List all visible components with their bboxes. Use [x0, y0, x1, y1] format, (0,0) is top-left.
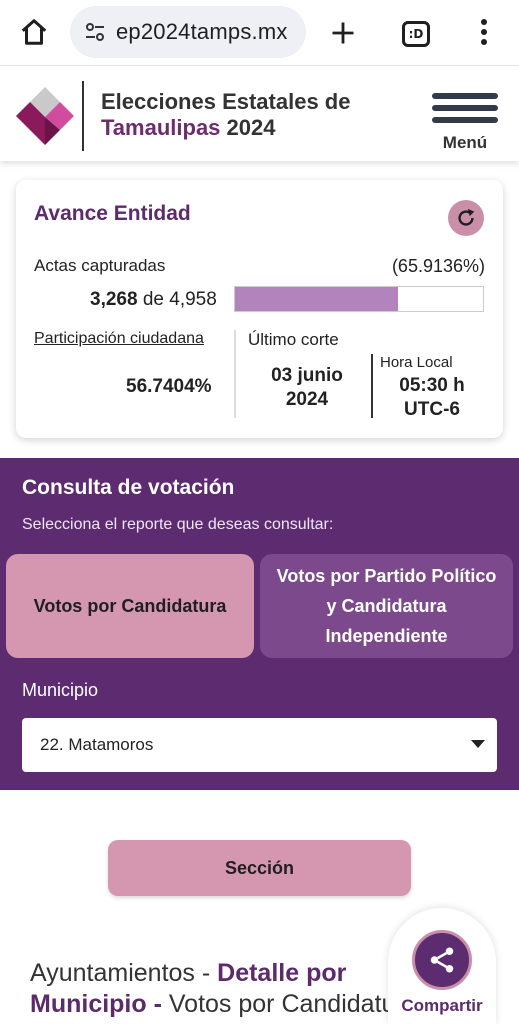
municipio-select[interactable]: 22. Matamoros — [22, 718, 497, 772]
divider — [371, 354, 373, 418]
tab-count: :D — [402, 21, 430, 47]
votos-partido-line2: y Candidatura — [326, 596, 447, 616]
hamburger-menu-icon — [432, 117, 498, 123]
seccion-label: Sección — [224, 857, 295, 878]
actas-captured: 3,268 — [90, 289, 138, 310]
site-settings-icon[interactable] — [82, 19, 108, 45]
divider — [234, 330, 236, 418]
actas-progress-bar — [234, 286, 484, 312]
votos-partido-button[interactable]: Votos por Partido Político y Candidatura… — [260, 554, 513, 658]
site-title-line2: Tamaulipas 2024 — [101, 115, 350, 141]
participacion-value: 56.7404% — [126, 376, 212, 397]
site-title: Elecciones Estatales de Tamaulipas 2024 — [101, 89, 350, 141]
votos-partido-label: Votos por Partido Político y Candidatura… — [277, 561, 497, 651]
share-button[interactable] — [412, 930, 472, 990]
site-title-state: Tamaulipas — [101, 115, 221, 140]
actas-progress-fill — [235, 287, 399, 311]
site-header: Elecciones Estatales de Tamaulipas 2024 … — [0, 67, 519, 161]
municipio-value: 22. Matamoros — [40, 735, 154, 754]
votos-partido-line3: Independiente — [325, 626, 448, 646]
votos-partido-line1: Votos por Partido Político — [276, 566, 497, 586]
dropdown-caret-icon — [471, 740, 485, 748]
heading-part3: Municipio - — [30, 990, 162, 1018]
corte-date: 03 junio 2024 — [252, 364, 362, 412]
actas-count: 3,268 de 4,958 — [90, 289, 217, 311]
actas-label: Actas capturadas — [34, 256, 166, 275]
heading-part1: Ayuntamientos - — [30, 959, 218, 987]
consulta-subtitle: Selecciona el reporte que deseas consult… — [22, 516, 334, 533]
url-text: ep2024tamps.mx — [116, 19, 288, 44]
home-icon[interactable] — [14, 12, 54, 52]
actas-of: de — [137, 289, 170, 310]
browser-toolbar: ep2024tamps.mx :D — [0, 0, 519, 66]
refresh-icon — [458, 208, 475, 226]
seccion-button[interactable]: Sección — [108, 840, 411, 896]
corte-date-day: 03 junio — [271, 365, 343, 386]
share-fab[interactable]: Compartir — [388, 908, 496, 1024]
header-divider — [82, 81, 84, 151]
site-title-year: 2024 — [220, 115, 276, 140]
corte-date-year: 2024 — [285, 389, 329, 410]
hamburger-menu-icon — [432, 105, 498, 111]
refresh-button[interactable] — [448, 200, 484, 236]
actas-total: 4,958 — [169, 289, 217, 310]
hora-local-value: 05:30 h UTC-6 — [380, 374, 484, 422]
share-icon — [430, 947, 454, 973]
menu-button[interactable]: Menú — [430, 91, 500, 152]
ayuntamientos-heading: Ayuntamientos - Detalle por Municipio - V… — [30, 958, 519, 1020]
votos-candidatura-label: Votos por Candidatura — [33, 596, 227, 616]
plus-icon[interactable] — [322, 12, 364, 54]
avance-entidad-card: Avance Entidad Actas capturadas (65.9136… — [16, 180, 503, 438]
share-label: Compartir — [401, 996, 483, 1015]
municipio-label: Municipio — [22, 680, 99, 700]
heading-part4: Votos por Candidatura — [161, 990, 418, 1018]
address-bar[interactable]: ep2024tamps.mx — [70, 6, 306, 58]
site-title-line1: Elecciones Estatales de — [101, 89, 351, 114]
votos-candidatura-button[interactable]: Votos por Candidatura — [6, 554, 254, 658]
more-vert-icon[interactable] — [466, 12, 502, 52]
consulta-title: Consulta de votación — [22, 476, 235, 499]
avance-title: Avance Entidad — [34, 202, 191, 225]
hamburger-menu-icon — [432, 93, 498, 99]
hora-local-label: Hora Local — [380, 354, 453, 371]
hora-time: 05:30 h — [399, 375, 465, 396]
consulta-section: Consulta de votación Selecciona el repor… — [0, 458, 519, 790]
actas-percent: (65.9136%) — [391, 256, 485, 276]
participacion-link[interactable]: Participación ciudadana — [34, 330, 204, 347]
heading-part2: Detalle por — [217, 959, 347, 987]
menu-label: Menú — [442, 133, 488, 152]
hora-timezone: UTC-6 — [404, 399, 460, 420]
ultimo-corte-label: Último corte — [248, 330, 339, 349]
tabs-icon[interactable]: :D — [396, 14, 436, 54]
logo-icon[interactable] — [14, 85, 76, 147]
